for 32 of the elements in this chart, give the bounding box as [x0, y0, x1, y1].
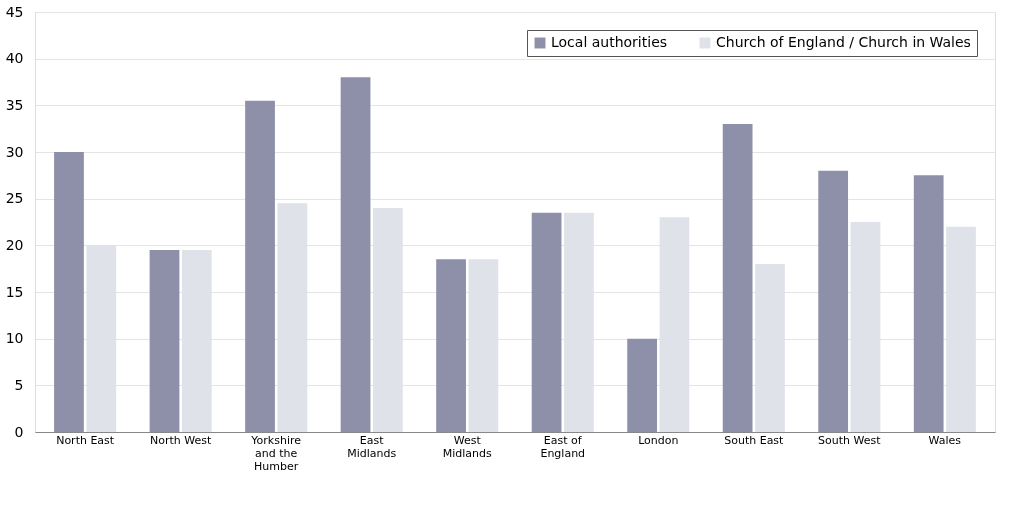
bar: [245, 100, 275, 432]
y-tick-label: 5: [14, 376, 24, 393]
bar: [436, 259, 466, 432]
y-tick-label: 10: [5, 330, 24, 347]
y-tick-label: 40: [5, 50, 24, 67]
bar: [913, 175, 944, 432]
y-tick-label: 20: [5, 236, 24, 253]
x-tick-label: East of England: [540, 433, 586, 460]
bar: [54, 152, 84, 432]
x-tick-label: Yorkshire and the Humber: [250, 433, 302, 473]
x-tick-label: North East: [56, 433, 115, 447]
x-tick-label: South West: [818, 433, 882, 447]
legend-label: Church of England / Church in Wales: [716, 34, 971, 50]
x-tick-label: North West: [150, 433, 213, 447]
x-tick-label: London: [638, 433, 679, 447]
bar: [818, 170, 849, 432]
y-tick-label: 0: [14, 423, 24, 440]
y-tick-label: 25: [5, 190, 24, 207]
y-tick-label: 45: [5, 3, 24, 20]
y-tick-label: 35: [5, 96, 24, 113]
bar: [149, 250, 180, 432]
y-tick-label: 15: [5, 283, 24, 300]
x-tick-label: South East: [724, 433, 785, 447]
bar: [627, 338, 657, 432]
x-tick-label: West Midlands: [442, 433, 493, 460]
y-tick-label: 30: [5, 143, 24, 160]
legend-label: Local authorities: [551, 34, 668, 50]
bar: [722, 124, 753, 432]
x-tick-label: Wales: [928, 433, 962, 447]
bar: [340, 77, 371, 432]
x-tick-label: East Midlands: [347, 433, 397, 460]
bar: [531, 212, 562, 432]
